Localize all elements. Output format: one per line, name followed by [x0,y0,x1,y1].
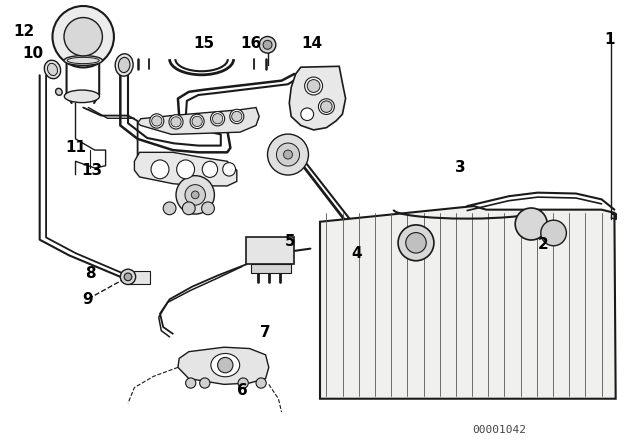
Circle shape [232,112,242,121]
Circle shape [321,101,332,112]
Circle shape [284,150,292,159]
Circle shape [307,80,320,92]
Ellipse shape [56,88,62,95]
Text: 12: 12 [13,24,35,39]
Text: 3: 3 [456,160,466,176]
Text: 13: 13 [81,163,102,178]
Text: 2: 2 [538,237,548,252]
Ellipse shape [177,160,195,179]
Ellipse shape [211,112,225,126]
Circle shape [276,143,300,166]
Ellipse shape [319,99,334,114]
Circle shape [186,378,196,388]
Circle shape [263,40,272,49]
Circle shape [268,134,308,175]
Circle shape [124,273,132,281]
Text: 1: 1 [605,32,615,47]
Polygon shape [134,152,237,186]
Circle shape [406,233,426,253]
Ellipse shape [169,115,183,129]
Circle shape [182,202,195,215]
Ellipse shape [115,54,133,76]
Text: 16: 16 [240,35,262,51]
Circle shape [541,220,566,246]
Text: 9: 9 [83,292,93,307]
Text: 6: 6 [237,383,247,398]
Circle shape [256,378,266,388]
Circle shape [398,225,434,261]
Text: 00001042: 00001042 [472,425,526,435]
Text: 5: 5 [285,234,295,250]
Circle shape [120,269,136,284]
Bar [251,264,291,273]
Polygon shape [178,347,269,384]
Text: 14: 14 [301,35,323,51]
Text: 11: 11 [65,140,86,155]
Circle shape [171,117,181,127]
Ellipse shape [305,77,323,95]
Polygon shape [320,206,616,399]
Ellipse shape [44,60,61,79]
Text: 8: 8 [86,266,96,281]
Ellipse shape [151,160,169,179]
Ellipse shape [301,108,314,121]
Ellipse shape [230,109,244,124]
Ellipse shape [202,161,218,177]
Circle shape [212,114,223,124]
Ellipse shape [118,57,130,73]
Ellipse shape [211,353,239,377]
Circle shape [238,378,248,388]
Polygon shape [138,108,259,134]
Circle shape [218,358,233,373]
Ellipse shape [64,56,102,65]
Circle shape [163,202,176,215]
Circle shape [64,17,102,56]
Ellipse shape [190,114,204,129]
Circle shape [191,191,199,199]
Ellipse shape [64,90,100,103]
Circle shape [515,208,547,240]
Ellipse shape [223,163,236,176]
Ellipse shape [67,57,99,64]
Circle shape [200,378,210,388]
Circle shape [202,202,214,215]
Text: 10: 10 [22,46,44,61]
Text: 15: 15 [193,35,214,51]
Circle shape [192,116,202,126]
Text: 4: 4 [352,246,362,261]
Bar [128,271,150,284]
Ellipse shape [47,63,58,76]
Circle shape [176,176,214,214]
Polygon shape [289,66,346,130]
Bar [246,237,294,264]
Circle shape [152,116,162,126]
Circle shape [259,36,276,53]
Ellipse shape [150,114,164,128]
Circle shape [185,185,205,205]
Text: 7: 7 [260,325,271,340]
Circle shape [52,6,114,68]
